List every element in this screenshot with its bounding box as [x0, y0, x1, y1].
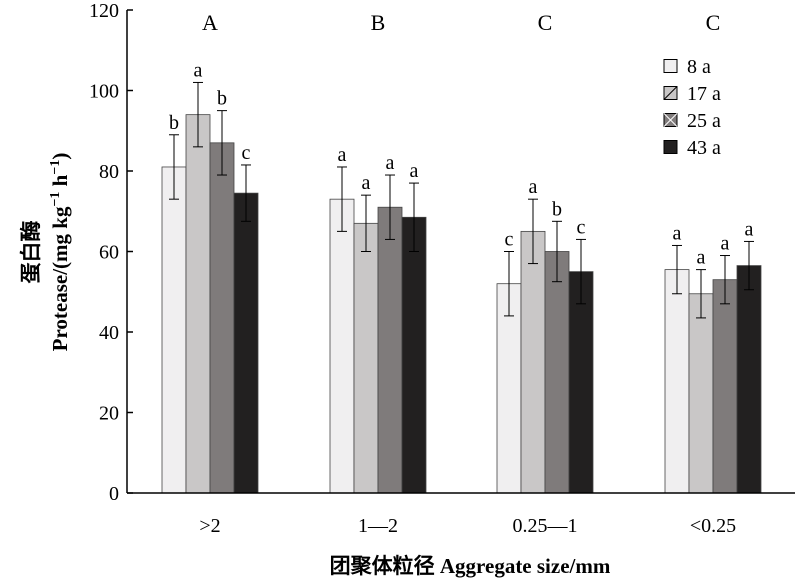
legend-swatch [663, 140, 678, 154]
significance-letter: a [529, 176, 538, 198]
bar [233, 192, 259, 494]
group-letter: A [202, 10, 218, 35]
x-tick-label: <0.25 [690, 515, 736, 537]
bar [520, 230, 546, 494]
bar [568, 271, 594, 494]
y-tick-label: 100 [89, 81, 119, 103]
group-letter: C [706, 10, 721, 35]
group-letter: C [538, 10, 553, 35]
x-tick-label: 1—2 [358, 515, 398, 537]
significance-letter: c [577, 216, 586, 238]
significance-letter: c [505, 229, 514, 251]
y-axis-title-cn: 蛋白酶 [19, 221, 43, 284]
significance-letter: b [217, 88, 227, 110]
y-tick-label: 120 [89, 0, 119, 22]
bar [664, 269, 690, 494]
bar [401, 216, 427, 494]
significance-letter: a [362, 172, 371, 194]
bar [377, 206, 403, 494]
significance-letter: a [697, 247, 706, 269]
significance-letter: b [552, 198, 562, 220]
legend-label: 25 a [687, 110, 721, 132]
y-tick-label: 0 [109, 483, 119, 505]
y-tick-label: 20 [99, 403, 119, 425]
significance-letter: a [745, 218, 754, 240]
y-tick-label: 80 [99, 161, 119, 183]
significance-letter: a [194, 59, 203, 81]
bar [736, 265, 762, 494]
significance-letter: a [673, 222, 682, 244]
y-axis-unit-mid: h [48, 174, 72, 191]
y-ticks: 0 20 40 60 80 100 120 [89, 0, 133, 505]
significance-letter: b [169, 112, 179, 134]
legend-swatch [663, 59, 678, 73]
y-axis-unit-sup1: −1 [48, 192, 63, 207]
y-axis-unit-sup2: −1 [48, 160, 63, 175]
y-axis-title-en: Protease/(mg kg−1 h−1) [48, 153, 72, 352]
y-axis-title-en-main: Protease/(mg kg [48, 206, 72, 351]
bar [185, 114, 211, 494]
significance-letter: a [386, 152, 395, 174]
bar [688, 293, 714, 494]
y-axis-title-en-group: Protease/(mg kg−1 h−1) [48, 153, 72, 352]
y-axis-unit-end: ) [48, 153, 72, 160]
x-tick-label: >2 [199, 515, 220, 537]
bar [544, 251, 570, 494]
legend-swatch-hatch [663, 86, 678, 100]
bar [353, 222, 379, 494]
y-axis-title-cn-group: 蛋白酶 [19, 221, 43, 284]
y-tick-label: 60 [99, 242, 119, 264]
bar [329, 198, 355, 494]
y-tick-label: 40 [99, 322, 119, 344]
significance-letter: a [410, 160, 419, 182]
legend-label: 17 a [687, 83, 721, 105]
legend: 8 a 17 a 25 a 43 a [663, 56, 721, 159]
legend-label: 43 a [687, 137, 721, 159]
legend-label: 8 a [687, 56, 711, 78]
legend-swatch-hatch [663, 113, 678, 127]
group-letter: B [371, 10, 386, 35]
bar [712, 279, 738, 494]
bar [161, 166, 187, 494]
x-tick-label: 0.25—1 [513, 515, 578, 537]
x-tick-labels: >2 1—2 0.25—1 <0.25 [199, 515, 736, 537]
significance-letter: c [242, 142, 251, 164]
bar [209, 142, 235, 494]
significance-letter: a [721, 233, 730, 255]
x-axis-title: 团聚体粒径 Aggregate size/mm [330, 554, 611, 578]
significance-letter: a [338, 144, 347, 166]
